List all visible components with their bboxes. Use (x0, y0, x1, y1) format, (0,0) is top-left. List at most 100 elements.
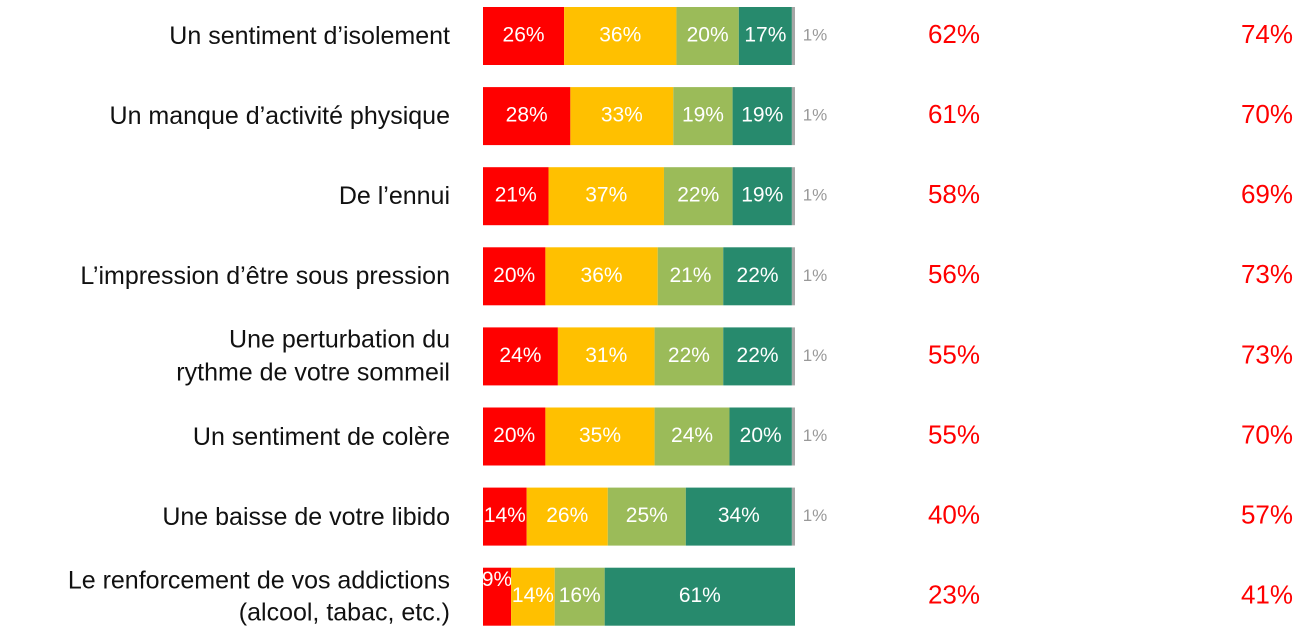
total-label: 61% (928, 99, 980, 129)
data-label: 36% (599, 24, 641, 47)
bar-segment (607, 487, 686, 546)
data-label: 61% (679, 584, 721, 607)
data-label: 1% (803, 266, 828, 285)
bar-segment (732, 167, 792, 226)
total-label: 57% (1241, 499, 1293, 529)
bar-segment (685, 487, 792, 546)
bar-segment (570, 87, 674, 146)
data-label: 24% (499, 344, 541, 367)
bar-segment (791, 87, 795, 146)
data-label: 17% (744, 24, 786, 47)
bar-segment (554, 567, 605, 626)
data-label: 24% (671, 424, 713, 447)
bar-segment (791, 407, 795, 466)
bar-segment (729, 407, 792, 466)
bar-segment (723, 327, 792, 386)
total-label: 73% (1241, 259, 1293, 289)
data-label: 1% (803, 346, 828, 365)
total-label: 55% (928, 339, 980, 369)
data-label: 35% (579, 424, 621, 447)
data-label: 25% (626, 504, 668, 527)
data-label: 36% (581, 264, 623, 287)
total-label: 58% (928, 179, 980, 209)
category-label: Une baisse de votre libido (162, 502, 450, 531)
bar-segment (738, 7, 792, 65)
data-label: 26% (503, 24, 545, 47)
data-label: 1% (803, 426, 828, 445)
data-label: 20% (493, 424, 535, 447)
bar-segment (791, 327, 795, 386)
total-label: 40% (928, 499, 980, 529)
bar-segment (483, 327, 558, 386)
data-label: 14% (484, 504, 526, 527)
category-label: De l’ennui (338, 181, 450, 210)
data-label: 9% (482, 568, 512, 591)
bar-segment (791, 7, 795, 65)
bar-segment (732, 87, 792, 146)
data-label: 37% (585, 184, 627, 207)
bar-segment (483, 567, 512, 626)
bar-segment (545, 247, 658, 306)
data-label: 22% (677, 184, 719, 207)
data-label: 31% (585, 344, 627, 367)
data-label: 19% (682, 104, 724, 127)
bar-segment (526, 487, 608, 546)
bar-segment (545, 407, 655, 466)
bar-segment (483, 7, 565, 65)
data-label: 21% (669, 264, 711, 287)
category-label: Le renforcement de vos addictions (alcoo… (67, 566, 450, 627)
data-label: 1% (803, 186, 828, 205)
data-label: 33% (601, 104, 643, 127)
data-label: 21% (495, 184, 537, 207)
total-label: 70% (1241, 99, 1293, 129)
bar-segment (791, 167, 795, 226)
data-label: 1% (803, 25, 828, 44)
data-label: 1% (803, 106, 828, 125)
category-label: Un sentiment d’isolement (169, 21, 450, 50)
bar-segment (663, 167, 733, 226)
bar-segment (564, 7, 677, 65)
total-label: 70% (1241, 419, 1293, 449)
data-label: 22% (737, 344, 779, 367)
total-label: 73% (1241, 339, 1293, 369)
data-label: 22% (737, 264, 779, 287)
bar-segment (604, 567, 795, 626)
bar-segment (483, 407, 546, 466)
bar-segment (654, 327, 724, 386)
data-label: 16% (559, 584, 601, 607)
data-label: 28% (506, 104, 548, 127)
total-label: 69% (1241, 179, 1293, 209)
bar-segment (483, 87, 571, 146)
data-label: 26% (546, 504, 588, 527)
bar-segment (557, 327, 655, 386)
data-label: 22% (668, 344, 710, 367)
data-label: 20% (493, 264, 535, 287)
bar-segment (483, 167, 549, 226)
data-label: 34% (718, 504, 760, 527)
category-label: Un sentiment de colère (192, 422, 450, 451)
bar-segment (548, 167, 664, 226)
total-label: 23% (928, 580, 980, 610)
total-label: 74% (1241, 19, 1293, 49)
data-label: 19% (741, 104, 783, 127)
total-label: 56% (928, 259, 980, 289)
category-label: Une perturbation du rythme de votre somm… (176, 325, 450, 387)
bar-segment (676, 7, 739, 65)
data-label: 20% (740, 424, 782, 447)
bar-segment (673, 87, 733, 146)
data-label: 14% (512, 584, 554, 607)
total-label: 62% (928, 19, 980, 49)
bar-segment (511, 567, 555, 626)
bar-segment (657, 247, 724, 306)
data-label: 1% (803, 506, 828, 525)
total-label: 55% (928, 419, 980, 449)
total-label: 41% (1241, 580, 1293, 610)
bar-segment (654, 407, 730, 466)
bar-segment (791, 487, 795, 546)
category-label: L’impression d’être sous pression (80, 262, 450, 291)
bar-segment (483, 487, 527, 546)
data-label: 19% (741, 184, 783, 207)
category-label: Un manque d’activité physique (109, 101, 450, 130)
